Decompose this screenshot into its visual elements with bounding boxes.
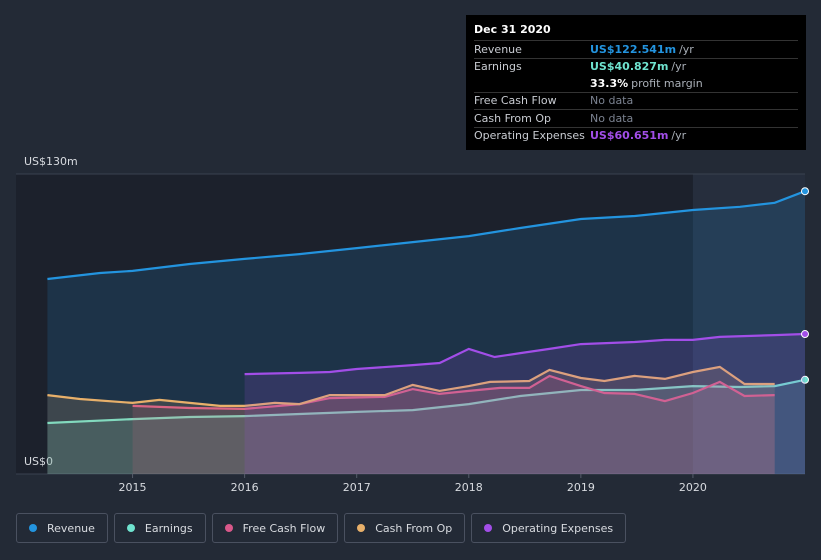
- series-line: [47, 378, 806, 425]
- row-value: US$122.541m: [590, 42, 677, 56]
- legend-label: Operating Expenses: [502, 521, 614, 535]
- legend-item[interactable]: Cash From Op: [344, 513, 466, 543]
- x-tick-label: 2016: [231, 481, 259, 494]
- row-unit: /yr: [679, 42, 694, 56]
- series-line: [47, 365, 775, 407]
- legend-item[interactable]: Earnings: [113, 513, 206, 543]
- series-line: [47, 190, 806, 281]
- row-label: Free Cash Flow: [474, 94, 557, 108]
- tooltip-date: Dec 31 2020: [474, 23, 551, 36]
- end-point: [801, 187, 809, 196]
- legend-swatch: [357, 524, 366, 532]
- row-value: No data: [590, 111, 634, 125]
- series-area: [244, 334, 806, 474]
- x-tick-label: 2018: [455, 481, 483, 494]
- x-tick-label: 2017: [343, 481, 371, 494]
- legend-item[interactable]: Free Cash Flow: [211, 513, 339, 543]
- row-label: Operating Expenses: [474, 129, 585, 143]
- tooltip-row: 33.3% profit margin: [474, 75, 798, 92]
- end-point: [801, 375, 809, 384]
- row-unit: /yr: [671, 60, 687, 74]
- legend-label: Earnings: [144, 521, 193, 535]
- tooltip-row: Cash From Op No data: [474, 109, 798, 127]
- row-value: US$40.827m: [590, 60, 669, 74]
- series-area: [47, 191, 805, 474]
- row-value: US$60.651m: [590, 129, 669, 143]
- series-area: [47, 379, 805, 474]
- legend-swatch: [224, 524, 233, 532]
- y-tick-label: US$0: [24, 455, 53, 468]
- legend-label: Cash From Op: [375, 521, 453, 535]
- recent-highlight: [692, 174, 805, 474]
- row-value: 33.3%: [590, 76, 629, 90]
- legend-label: Free Cash Flow: [242, 521, 326, 535]
- chart: US$0 US$130m 2015 2016 2017 2018 2019 2020: [16, 155, 809, 494]
- tooltip-row: Revenue US$122.541m/yr: [474, 40, 798, 58]
- x-tick-label: 2019: [567, 481, 595, 494]
- end-point: [801, 330, 809, 339]
- legend-item[interactable]: Revenue: [16, 513, 108, 543]
- plot-background: [16, 174, 805, 474]
- y-tick-label: US$130m: [24, 155, 78, 168]
- legend-swatch: [126, 524, 135, 532]
- series-line: [244, 332, 806, 376]
- legend-swatch: [484, 524, 493, 532]
- tooltip-row: Earnings US$40.827m/yr: [474, 57, 798, 76]
- tooltip-row: Free Cash Flow No data: [474, 91, 798, 110]
- x-tick-label: 2015: [119, 481, 147, 494]
- legend-label: Revenue: [47, 521, 95, 535]
- row-unit: /yr: [671, 129, 687, 143]
- legend-item[interactable]: Operating Expenses: [471, 513, 627, 543]
- legend: Revenue Earnings Free Cash Flow Cash From O…: [16, 513, 627, 543]
- tooltip: Dec 31 2020 Revenue US$122.541m/yr Earnin…: [466, 15, 806, 150]
- row-unit: profit margin: [631, 76, 703, 90]
- series-area: [47, 366, 775, 474]
- series-area: [132, 375, 775, 474]
- row-label: Cash From Op: [474, 111, 552, 125]
- tooltip-row: Operating Expenses US$60.651m/yr: [474, 126, 798, 145]
- legend-swatch: [29, 524, 37, 532]
- row-label: Earnings: [474, 60, 522, 74]
- row-label: Revenue: [474, 42, 522, 56]
- row-value: No data: [590, 94, 634, 108]
- x-tick-label: 2020: [679, 481, 707, 494]
